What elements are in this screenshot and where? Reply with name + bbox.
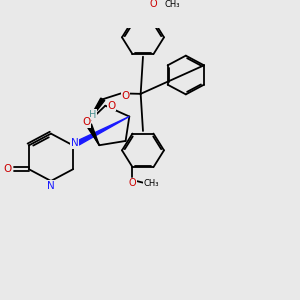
Text: O: O [108, 101, 116, 111]
Text: CH₃: CH₃ [165, 0, 180, 9]
Text: O: O [82, 117, 91, 128]
Text: N: N [71, 138, 79, 148]
Polygon shape [87, 98, 105, 123]
Text: N: N [47, 181, 55, 191]
Text: O: O [150, 0, 157, 9]
Text: O: O [129, 178, 136, 188]
Text: CH₃: CH₃ [144, 179, 159, 188]
Text: O: O [121, 91, 129, 101]
Text: H: H [89, 110, 96, 120]
Text: O: O [3, 164, 11, 174]
Polygon shape [87, 124, 99, 145]
Polygon shape [72, 116, 129, 148]
